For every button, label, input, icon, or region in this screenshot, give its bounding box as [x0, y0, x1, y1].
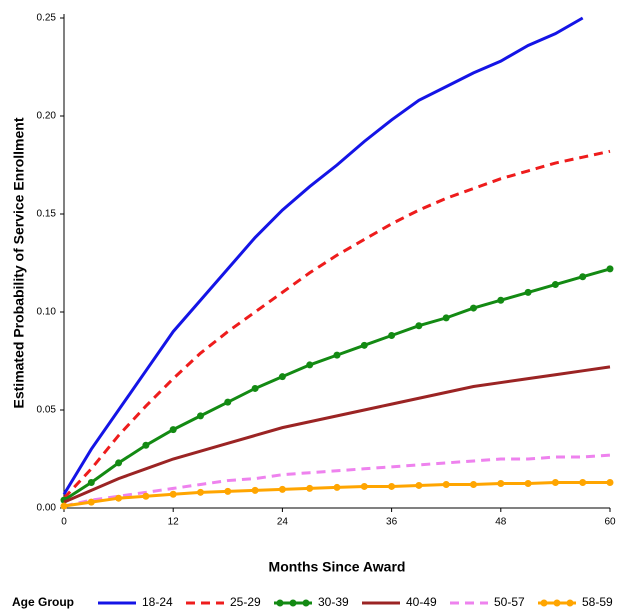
x-tick-label: 60	[604, 517, 616, 528]
series-marker	[579, 479, 587, 487]
legend-marker	[540, 599, 548, 607]
series-marker	[388, 482, 396, 490]
series-marker	[278, 485, 286, 493]
series-marker	[551, 479, 559, 487]
y-axis-title: Estimated Probability of Service Enrollm…	[11, 117, 27, 408]
y-tick-label: 0.10	[37, 307, 57, 318]
series-marker	[115, 494, 123, 502]
series-marker	[470, 480, 477, 488]
series-marker	[579, 273, 587, 281]
series-marker	[442, 480, 450, 488]
series-marker	[388, 332, 396, 340]
legend-marker	[276, 599, 284, 607]
x-tick-label: 0	[61, 517, 67, 528]
series-marker	[142, 492, 150, 500]
series-marker	[197, 412, 204, 420]
legend-label: 58-59	[582, 595, 613, 609]
series-marker	[197, 488, 204, 496]
series-marker	[470, 304, 477, 312]
series-marker	[251, 384, 259, 392]
legend-label: 30-39	[318, 595, 349, 609]
series-marker	[551, 281, 559, 289]
x-axis-title: Months Since Award	[269, 559, 406, 575]
series-marker	[115, 459, 123, 467]
y-tick-label: 0.05	[37, 405, 57, 416]
series-line	[62, 149, 611, 500]
legend-marker	[302, 599, 310, 607]
legend-marker	[289, 599, 297, 607]
series-marker	[224, 398, 232, 406]
series-marker	[497, 480, 505, 487]
series-line	[62, 16, 584, 496]
series-line	[63, 365, 611, 504]
legend-label: 50-57	[494, 595, 525, 609]
y-tick-label: 0.25	[37, 13, 57, 24]
series-marker	[142, 441, 150, 449]
legend-label: 18-24	[142, 595, 173, 609]
series-marker	[87, 479, 95, 487]
series-marker	[497, 296, 505, 304]
series-marker	[442, 314, 450, 322]
series-marker	[60, 502, 68, 510]
series-marker	[524, 480, 532, 487]
series-marker	[360, 341, 368, 349]
x-tick-label: 36	[386, 517, 398, 528]
series-marker	[169, 426, 177, 434]
series-marker	[306, 484, 314, 492]
series-marker	[415, 481, 423, 489]
series-marker	[415, 322, 423, 330]
y-tick-label: 0.20	[37, 111, 57, 122]
legend-title: Age Group	[12, 595, 74, 609]
series-marker	[333, 483, 341, 491]
series-marker	[333, 351, 341, 359]
legend-marker	[566, 599, 574, 607]
x-tick-label: 48	[495, 517, 507, 528]
series-marker	[360, 482, 368, 490]
series-marker	[169, 490, 177, 498]
legend-label: 40-49	[406, 595, 437, 609]
series-marker	[224, 487, 232, 495]
series-marker	[87, 498, 95, 506]
y-tick-label: 0.00	[37, 503, 57, 514]
series-marker	[251, 486, 259, 494]
series-line	[63, 453, 611, 508]
series-line	[63, 267, 611, 502]
legend-label: 25-29	[230, 595, 261, 609]
legend-marker	[553, 599, 561, 607]
x-tick-label: 24	[277, 517, 289, 528]
series-marker	[606, 265, 614, 273]
series-marker	[524, 288, 532, 296]
x-tick-label: 12	[168, 517, 180, 528]
series-marker	[606, 479, 614, 487]
series-marker	[306, 361, 314, 369]
series-marker	[278, 373, 286, 381]
y-tick-label: 0.15	[37, 209, 57, 220]
